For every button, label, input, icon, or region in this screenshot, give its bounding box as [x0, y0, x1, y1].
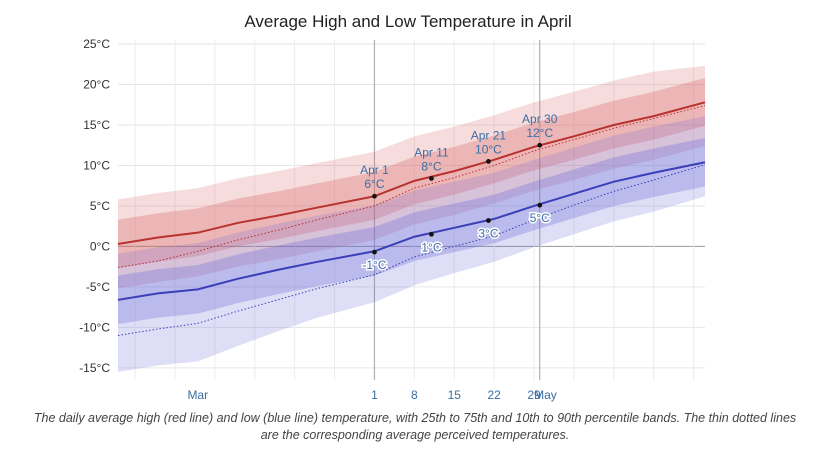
- x-tick-label-4: 22: [487, 388, 501, 402]
- annotation-point-4: [372, 249, 377, 255]
- y-tick-label-1: 20°C: [83, 78, 110, 92]
- chart-caption: The daily average high (red line) and lo…: [33, 411, 797, 442]
- x-tick-label-0: Mar: [187, 388, 208, 402]
- y-tick-label-4: 5°C: [90, 199, 110, 213]
- grid-lines: [118, 40, 705, 380]
- annotation-value-4: -1°C: [362, 258, 386, 272]
- y-tick-label-3: 10°C: [83, 158, 110, 172]
- annotation-value-2: 10°C: [475, 142, 502, 156]
- y-tick-label-8: -15°C: [79, 361, 110, 375]
- y-tick-label-2: 15°C: [83, 118, 110, 132]
- annotation-date-1: Apr 11: [414, 145, 449, 159]
- annotation-point-2: [486, 159, 491, 164]
- y-tick-label-5: 0°C: [90, 239, 110, 253]
- y-axis: 25°C 20°C 15°C 10°C 5°C 0°C -5°C -10°C -15°C: [79, 37, 110, 375]
- x-tick-label-6: May: [534, 388, 557, 402]
- annotation-value-6: 3°C: [478, 227, 498, 241]
- average-line-series-0: [117, 101, 706, 245]
- annotation-point-1: [429, 176, 434, 181]
- perceived-line-series-0: [117, 105, 706, 268]
- series-lines: [117, 101, 706, 336]
- annotation-point-3: [537, 142, 543, 148]
- chart-title: Average High and Low Temperature in Apri…: [244, 12, 571, 31]
- y-tick-label-7: -10°C: [79, 320, 110, 334]
- annotation-point-6: [486, 218, 491, 223]
- annotation-date-3: Apr 30: [522, 112, 558, 126]
- annotation-date-2: Apr 21: [471, 128, 507, 142]
- temperature-chart: Average High and Low Temperature in Apri…: [79, 12, 706, 402]
- x-tick-label-2: 8: [411, 388, 418, 402]
- band-10-90-series-1: [118, 116, 705, 372]
- band-25-75-series-0: [118, 78, 705, 269]
- y-tick-label-0: 25°C: [83, 37, 110, 51]
- x-tick-label-5: 29: [527, 388, 541, 402]
- annotation-date-0: Apr 1: [360, 163, 389, 177]
- annotation-point-5: [429, 231, 434, 237]
- annotation-value-0: 6°C: [364, 177, 384, 191]
- x-tick-label-1: 1: [371, 388, 378, 402]
- average-line-series-1: [117, 161, 706, 301]
- annotation-value-3: 12°C: [526, 126, 553, 140]
- percentile-bands: [118, 65, 705, 372]
- annotation-value-5: 1°C: [421, 240, 441, 254]
- annotation-value-7: 5°C: [530, 211, 550, 225]
- annotation-value-1: 8°C: [421, 159, 441, 173]
- annotation-point-0: [372, 193, 377, 199]
- x-tick-label-3: 15: [448, 388, 462, 402]
- y-tick-label-6: -5°C: [86, 280, 110, 294]
- annotation-point-7: [537, 202, 543, 208]
- perceived-line-series-1: [117, 164, 706, 336]
- band-25-75-series-1: [118, 137, 705, 325]
